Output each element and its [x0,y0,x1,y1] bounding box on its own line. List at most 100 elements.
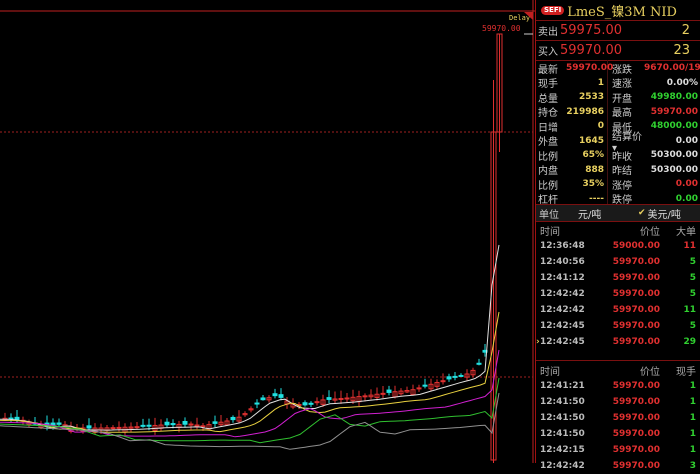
candle [326,390,332,404]
stat-row: 持仓 219986 最高 59970.00 [536,104,700,120]
candle-body [314,401,320,404]
stat-value: 49980.00 [650,92,698,102]
candle [386,385,392,396]
unit-option-yuan[interactable]: 元/吨 [578,209,602,221]
candle-body [332,398,338,401]
table-row[interactable]: 12:42:42 59970.00 3 [536,458,700,474]
quote-panel: SEFI LmeS_镍3M NID 卖出 59975.00 2 买入 59970… [535,0,700,471]
candle [170,419,176,429]
table-row[interactable]: 12:36:48 59000.00 11 [536,238,700,254]
trade-price: 59970.00 [612,273,660,283]
unit-option-usd[interactable]: 美元/吨 [647,209,681,221]
candle [338,390,344,404]
trade-qty: 5 [689,273,696,283]
table-header: 时间 价位 现手 [536,362,700,378]
candle [496,33,503,152]
candle-body [320,399,326,405]
corner-marker-icon [524,12,533,20]
trade-price: 59000.00 [612,241,660,251]
candle [224,417,230,426]
unit-label: 单位 [539,209,559,221]
stat-value: 0.00 [675,193,698,204]
candle-body [50,422,56,426]
table-row[interactable]: 12:41:12 59970.00 5 [536,270,700,286]
stat-label: 开盘 [612,93,632,105]
stat-value: 888 [585,164,604,175]
col-time: 时间 [540,226,560,238]
trade-time: 12:41:12 [540,273,585,283]
candle [470,367,476,378]
candle [230,415,236,423]
candle-body [218,421,224,426]
candle [32,416,38,426]
trade-qty: 5 [689,289,696,299]
candle [374,387,380,401]
col-time: 时间 [540,366,560,378]
moving-average-line-2 [0,311,500,433]
delay-label: Delay [509,14,530,22]
candle [416,384,422,392]
table-row[interactable]: 12:41:50 59970.00 1 [536,394,700,410]
col-price: 价位 [640,366,660,378]
trade-qty: 1 [689,381,696,391]
stat-value: 9670.00/19.22% [644,63,700,73]
trade-qty: 1 [689,397,696,407]
candle-body [302,402,308,406]
stat-row: 外盘 1645 结算价▾ 0.00 [536,132,700,154]
trade-price: 59970.00 [612,305,660,315]
stat-value: 59970.00 [650,106,698,117]
stat-row: 总量 2533 开盘 49980.00 [536,89,700,105]
table-row[interactable]: 12:42:42 59970.00 5 [536,286,700,302]
candlestick-chart[interactable]: Delay 59970.00 [0,0,535,463]
stat-label: 涨停 [612,180,632,192]
candle-body [350,396,356,402]
table-row[interactable]: 12:41:21 59970.00 1 [536,378,700,394]
table-row[interactable]: 12:41:50 59970.00 1 [536,426,700,442]
candle [446,373,452,382]
table-row[interactable]: 12:40:56 59970.00 5 [536,254,700,270]
candle-body [242,413,248,416]
stat-label: 现手 [538,79,558,90]
table-row[interactable]: 12:41:50 59970.00 1 [536,410,700,426]
stat-row: 日增 0 最低 48000.00 [536,118,700,134]
candle [86,418,92,430]
candle-body [278,394,284,398]
table-row[interactable]: 12:42:42 59970.00 11 [536,302,700,318]
candle [452,371,458,381]
candle-body [86,425,92,429]
candle-body [170,423,176,426]
candle-body [188,423,194,426]
table-row[interactable]: 12:42:15 59970.00 1 [536,442,700,458]
candle-body [194,424,200,427]
stat-label: 速涨 [612,79,632,90]
candle-body [56,422,62,425]
stat-value: 48000.00 [650,121,698,131]
trade-time: 12:41:21 [540,381,585,391]
stat-row: 比例 65% 昨收 50300.00 [536,147,700,163]
trade-price: 59970.00 [612,429,660,439]
table-row[interactable]: › 12:42:45 59970.00 29 [536,334,700,350]
candle [188,421,194,430]
stat-label: 最低 [612,122,632,134]
table-row[interactable]: 12:42:45 59970.00 5 [536,318,700,334]
candle [212,415,218,428]
candle-body [362,395,368,398]
bid-volume: 23 [673,43,690,58]
candle [104,425,110,433]
trade-qty: 11 [683,241,696,251]
candle-body [416,387,422,390]
candle [332,391,338,404]
candle [362,393,368,402]
candle-body [212,421,218,424]
candle [134,422,140,430]
candle-body [128,426,134,429]
table-header: 时间 价位 大单 [536,222,700,238]
trade-time: 12:40:56 [540,257,585,267]
candle-body [182,420,188,425]
candle-body [464,373,470,378]
candle [110,425,116,430]
stat-value: 50300.00 [650,150,698,160]
stat-label: 内盘 [538,166,558,177]
bid-price: 59970.00 [560,43,623,58]
